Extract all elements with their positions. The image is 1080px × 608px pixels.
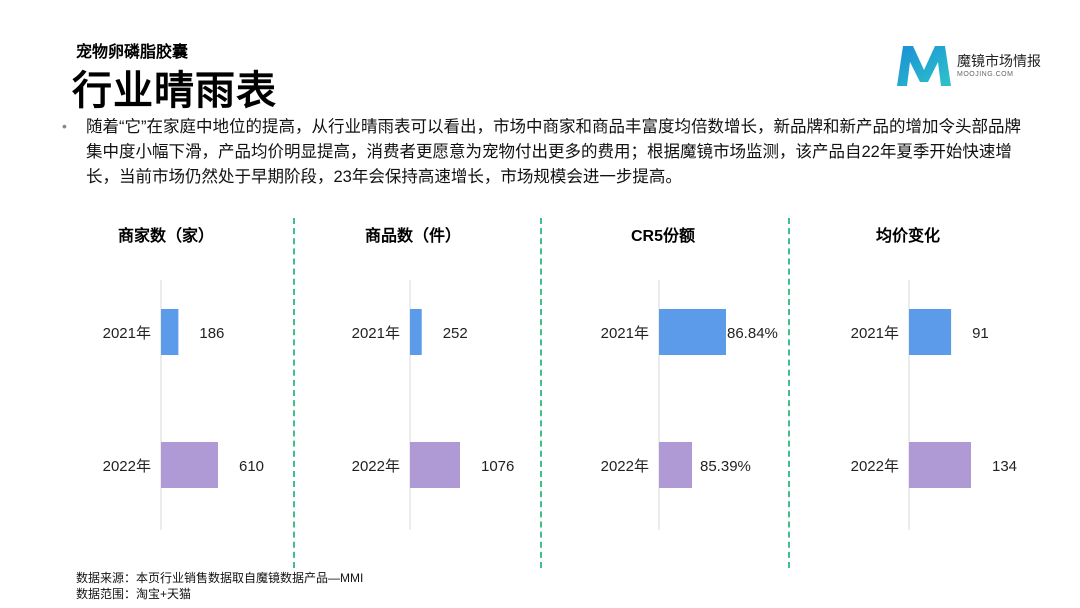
data-label: 86.84%	[727, 325, 778, 342]
logo-subtext: MOOJING.COM	[957, 71, 1014, 78]
panel-divider	[540, 218, 542, 568]
category-label: 2021年	[352, 325, 400, 342]
data-label: 85.39%	[700, 458, 751, 475]
data-label: 252	[443, 325, 468, 342]
panel-divider	[788, 218, 790, 568]
chart-title-cr5: CR5份额	[630, 228, 695, 245]
logo-text: 魔镜市场情报	[957, 53, 1041, 69]
category-label: 2021年	[103, 325, 151, 342]
category-label: 2021年	[601, 325, 649, 342]
data-label: 610	[239, 458, 264, 475]
bar-merchants-2021	[161, 309, 179, 355]
bar-products-2021	[410, 309, 422, 355]
footer-scope: 数据范围：淘宝+天猫	[76, 587, 192, 601]
category-label: 2022年	[851, 458, 899, 475]
page-title: 行业晴雨表	[72, 69, 277, 113]
bar-merchants-2022	[161, 442, 218, 488]
moojing-logo-icon	[897, 46, 951, 86]
bar-products-2022	[410, 442, 460, 488]
chart-title-products: 商品数（件）	[364, 228, 461, 245]
footer-source: 数据来源：本页行业销售数据取自魔镜数据产品—MMI	[76, 571, 364, 585]
bar-avg-price-2021	[909, 309, 952, 355]
description-text: 随着“它”在家庭中地位的提高，从行业晴雨表可以看出，市场中商家和商品丰富度均倍数…	[86, 118, 1021, 186]
brand-logo: 魔镜市场情报 MOOJING.COM	[893, 40, 1063, 95]
category-label: 2022年	[352, 458, 400, 475]
panel-divider	[293, 218, 295, 568]
bullet-icon: •	[62, 118, 67, 134]
category-label: 2022年	[601, 458, 649, 475]
data-label: 186	[199, 325, 224, 342]
data-label: 91	[972, 325, 989, 342]
bar-avg-price-2022	[909, 442, 971, 488]
category-label: 2022年	[103, 458, 151, 475]
bar-cr5-2021	[659, 309, 726, 355]
page-subtitle: 宠物卵磷脂胶囊	[76, 44, 189, 61]
chart-title-merchants: 商家数（家）	[117, 228, 214, 245]
category-label: 2021年	[851, 325, 899, 342]
chart-title-avg-price: 均价变化	[875, 228, 940, 245]
bar-cr5-2022	[659, 442, 692, 488]
data-label: 134	[992, 458, 1017, 475]
data-label: 1076	[481, 458, 514, 475]
